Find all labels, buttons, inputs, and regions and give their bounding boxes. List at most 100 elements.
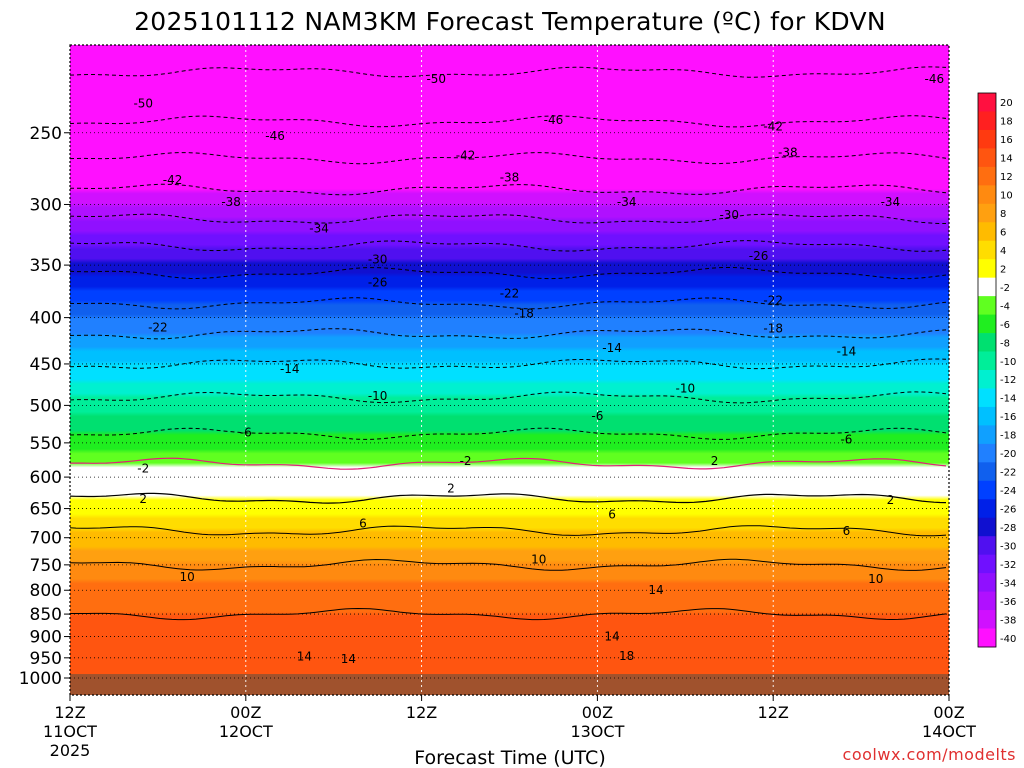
colorbar-swatch <box>978 333 996 352</box>
contour-label: -6 <box>840 432 852 446</box>
colorbar-swatch <box>978 462 996 482</box>
colorbar: 20 18 16 14 12 10 8 6 4 2 -2 -4 -6 -8 -10 -12 -14 -16 -18 -… <box>977 92 1016 648</box>
colorbar-swatch <box>978 166 996 186</box>
contour-label: 2 <box>139 492 147 506</box>
colorbar-swatch <box>978 536 996 556</box>
x-tick-hour: 00Z <box>230 703 261 722</box>
y-tick-label: 400 <box>30 309 62 329</box>
colorbar-swatch <box>978 517 996 537</box>
contour-label: -50 <box>133 96 153 110</box>
contour-line <box>70 457 947 470</box>
contour-label: -38 <box>500 170 520 184</box>
contour-label: 14 <box>604 630 619 644</box>
contour-label: 6 <box>608 508 616 522</box>
colorbar-swatch <box>978 610 996 629</box>
contour-label: -14 <box>280 362 300 376</box>
colorbar-label: 16 <box>1000 135 1013 146</box>
contour-label: -42 <box>763 119 783 133</box>
x-tick-hour: 12Z <box>54 703 85 722</box>
y-tick-label: 900 <box>30 628 62 648</box>
contour-lines <box>70 66 947 621</box>
colorbar-label: -28 <box>1000 523 1016 534</box>
colorbar-label: -8 <box>1000 338 1010 349</box>
colorbar-label: 14 <box>1000 154 1013 165</box>
contour-label: -6 <box>591 409 603 423</box>
y-tick-label: 450 <box>30 355 62 375</box>
y-tick-label: 500 <box>30 396 62 416</box>
chart-title: 2025101112 NAM3KM Forecast Temperature (… <box>134 7 886 36</box>
contour-label: -26 <box>368 276 388 290</box>
grid-lines <box>70 45 949 695</box>
colorbar-swatch <box>978 628 996 648</box>
contour-label: -2 <box>460 454 472 468</box>
colorbar-label: -18 <box>1000 431 1016 442</box>
colorbar-swatch <box>978 388 996 408</box>
colorbar-swatch <box>978 499 996 519</box>
contour-label: -50 <box>426 72 446 86</box>
y-tick-label: 950 <box>30 649 62 669</box>
colorbar-swatch <box>978 351 996 371</box>
colorbar-swatch <box>978 203 996 223</box>
contour-label: -26 <box>749 249 769 263</box>
contour-label: -6 <box>240 426 252 440</box>
contour-line <box>70 525 947 537</box>
colorbar-label: -4 <box>1000 301 1010 312</box>
contour-line <box>70 492 947 504</box>
y-tick-label: 650 <box>30 500 62 520</box>
colorbar-swatch <box>978 93 996 112</box>
colorbar-swatch <box>978 554 996 574</box>
colorbar-swatch <box>978 129 996 149</box>
ground-layer <box>70 674 949 695</box>
x-tick-hour: 00Z <box>582 703 613 722</box>
contour-label: 6 <box>843 524 851 538</box>
contour-label: 14 <box>648 583 663 597</box>
contour-label: 10 <box>868 572 883 586</box>
contour-line <box>70 607 947 621</box>
contour-label: 6 <box>359 516 367 530</box>
contour-label: 10 <box>180 570 195 584</box>
contour-label: -22 <box>500 286 520 300</box>
contour-label: -38 <box>778 146 798 160</box>
colorbar-swatch <box>978 443 996 463</box>
contour-label: -10 <box>368 389 388 403</box>
contour-label: -42 <box>456 149 476 163</box>
colorbar-label: -16 <box>1000 412 1016 423</box>
colorbar-swatch <box>978 111 996 131</box>
colorbar-label: -6 <box>1000 320 1010 331</box>
colorbar-label: -40 <box>1000 634 1016 645</box>
contour-label: -38 <box>221 195 241 209</box>
x-tick-hour: 00Z <box>933 703 964 722</box>
colorbar-swatch <box>978 148 996 168</box>
colorbar-swatch <box>978 296 996 315</box>
contour-label: 14 <box>341 652 356 666</box>
colorbar-label: 20 <box>1000 98 1013 109</box>
colorbar-label: -30 <box>1000 541 1016 552</box>
contour-label: -10 <box>675 382 695 396</box>
colorbar-swatch <box>978 314 996 334</box>
contour-label: 18 <box>619 649 634 663</box>
temperature-field <box>70 45 949 695</box>
contour-label: -42 <box>163 173 183 187</box>
y-tick-label: 1000 <box>19 669 62 689</box>
x-tick-day: 11OCT <box>43 722 97 741</box>
x-tick-year: 2025 <box>50 741 91 760</box>
y-tick-label: 800 <box>30 581 62 601</box>
x-tick-hour: 12Z <box>758 703 789 722</box>
contour-label: 2 <box>447 482 455 496</box>
credit-text: coolwx.com/modelts <box>843 745 1016 764</box>
contour-label: -30 <box>719 208 739 222</box>
colorbar-label: 12 <box>1000 172 1013 183</box>
contour-label: -46 <box>544 113 564 127</box>
x-axis-label: Forecast Time (UTC) <box>414 747 605 768</box>
ground-band <box>70 674 949 695</box>
y-tick-label: 850 <box>30 605 62 625</box>
plot-area: -50 -50 -46 -46 -46 -42 -42 -42 -38 -38 -38 -34 -34 -… <box>70 45 949 695</box>
y-tick-label: 600 <box>30 468 62 488</box>
y-tick-label: 750 <box>30 556 62 576</box>
y-tick-label: 550 <box>30 434 62 454</box>
colorbar-label: -36 <box>1000 597 1016 608</box>
contour-label: -30 <box>368 252 388 266</box>
colorbar-label: 4 <box>1000 246 1006 257</box>
colorbar-label: -34 <box>1000 578 1016 589</box>
